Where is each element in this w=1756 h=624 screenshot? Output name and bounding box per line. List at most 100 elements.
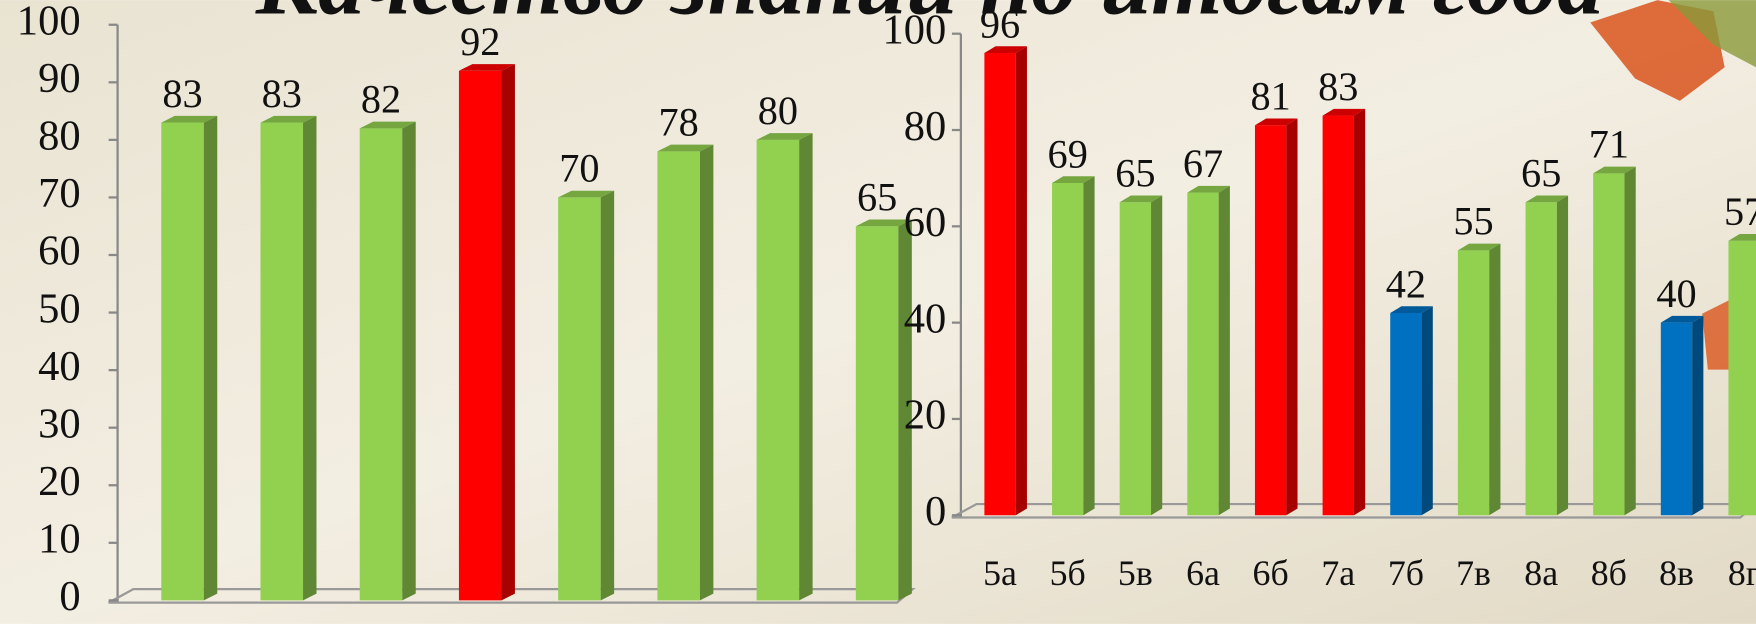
bar-front: [657, 151, 700, 601]
x-tick-label: 7в: [1456, 553, 1491, 593]
y-tick-label: 100: [882, 6, 946, 53]
value-label: 70: [559, 146, 599, 191]
bar-front: [1457, 250, 1490, 516]
value-label: 65: [857, 175, 897, 220]
bar-front: [1322, 115, 1354, 516]
y-tick-label: 60: [904, 199, 947, 246]
bar-front: [1390, 313, 1422, 516]
bar-front: [1728, 240, 1756, 516]
y-tick-label: 70: [38, 170, 81, 217]
bar-side: [1624, 166, 1636, 516]
bar-side: [1083, 176, 1095, 516]
bar: [1660, 315, 1704, 516]
bar: [1728, 234, 1756, 516]
bar-front: [1525, 202, 1557, 516]
bar-front: [1660, 322, 1693, 516]
bar: [984, 46, 1027, 516]
bar-side: [1692, 315, 1704, 516]
y-tick-label: 80: [904, 103, 947, 150]
value-label: 80: [758, 88, 798, 133]
bar: [1390, 306, 1433, 516]
floor: [108, 588, 916, 604]
x-tick-label: 5а: [983, 553, 1017, 593]
x-tick-label: 6б: [1253, 553, 1289, 593]
bar-top: [1593, 166, 1636, 174]
y-tick-label: 0: [59, 573, 80, 620]
x-tick-label: 7а: [1321, 553, 1355, 593]
bar-front: [1119, 202, 1152, 516]
x-tick-label: 8в: [1659, 553, 1694, 593]
x-tick-label: 8а: [1524, 553, 1558, 593]
bar: [1322, 108, 1366, 516]
value-label: 65: [1115, 151, 1155, 196]
bar-top: [260, 115, 317, 123]
bar-front: [161, 122, 204, 601]
chart-title: Качество знаний по итогам года: [255, 0, 1603, 34]
bar-top: [657, 144, 714, 152]
y-tick-label: 40: [38, 343, 81, 390]
y-tick-label: 30: [38, 400, 81, 447]
bar: [1187, 185, 1230, 516]
x-tick-label: 6а: [1186, 553, 1220, 593]
bar-side: [203, 115, 218, 601]
bar-side: [799, 133, 813, 601]
bar: [756, 133, 813, 601]
value-label: 96: [980, 1, 1020, 46]
bar-top: [359, 121, 416, 129]
bar: [1457, 243, 1501, 516]
x-tick-label: 5в: [1118, 553, 1153, 593]
bar: [1119, 195, 1163, 516]
y-tick-label: 50: [38, 285, 81, 332]
bar-top: [458, 64, 515, 71]
bar: [458, 64, 515, 601]
value-label: 40: [1656, 271, 1696, 316]
value-label: 57: [1724, 189, 1756, 234]
value-label: 92: [460, 19, 500, 64]
bar-top: [756, 133, 813, 140]
value-label: 42: [1386, 261, 1426, 306]
bar-side: [1556, 195, 1569, 516]
value-label: 65: [1521, 151, 1561, 196]
y-tick-label: 0: [925, 488, 946, 535]
bar: [1254, 118, 1298, 516]
y-tick-label: 20: [38, 458, 81, 505]
bar-top: [1187, 185, 1230, 193]
bar-side: [1421, 306, 1433, 516]
value-label: 55: [1453, 199, 1493, 244]
y-tick-label: 80: [38, 113, 81, 160]
x-tick-label: 8б: [1591, 553, 1627, 593]
floor: [951, 502, 1756, 519]
bar-side: [1218, 185, 1230, 516]
bar-front: [756, 139, 800, 601]
bar: [359, 121, 416, 601]
bar-side: [1353, 108, 1366, 516]
value-label: 83: [262, 71, 302, 116]
chart-left: 0 10 20 30 40 50 60 70 80 90 100 83 83 82 92 70 78 80 65: [17, 0, 916, 620]
bar-top: [1525, 195, 1569, 203]
bar-side: [1286, 118, 1298, 516]
bar-front: [458, 70, 502, 601]
bar: [1525, 195, 1569, 516]
bar-top: [558, 190, 615, 198]
bar: [1593, 166, 1636, 516]
bar-top: [1660, 315, 1704, 323]
bar-front: [855, 226, 899, 601]
bar-front: [558, 197, 601, 601]
bar-front: [260, 122, 304, 601]
value-label: 83: [162, 71, 202, 116]
bar-front: [984, 52, 1016, 516]
bar-side: [501, 64, 515, 601]
bar-top: [1052, 176, 1095, 183]
y-tick-label: 60: [38, 228, 81, 275]
y-tick-label: 20: [904, 392, 947, 439]
value-label: 82: [361, 77, 401, 122]
bar-side: [600, 190, 615, 601]
bar-top: [1119, 195, 1163, 203]
leaf: [1590, 0, 1725, 101]
bar: [161, 115, 218, 601]
bar: [260, 115, 317, 601]
bar-side: [1015, 46, 1027, 516]
bar-front: [359, 128, 403, 601]
